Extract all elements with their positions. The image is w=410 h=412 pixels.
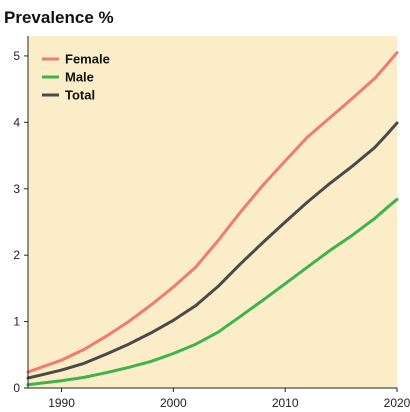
legend-label-total: Total	[65, 88, 95, 103]
y-tick-label: 4	[13, 115, 20, 129]
y-tick-label: 2	[13, 248, 20, 262]
series-line-male	[26, 197, 399, 387]
plot-background	[28, 36, 397, 388]
y-tick-label: 5	[13, 49, 20, 63]
x-tick-label: 2010	[272, 396, 299, 410]
axes-layer: 0 1 2 3 4 5 1990 2000 2010 2020	[13, 36, 410, 410]
chart-title: Prevalence %	[4, 8, 114, 27]
y-tick-label: 1	[13, 315, 20, 329]
x-tick-label: 2020	[384, 396, 410, 410]
legend: Female Male Total	[42, 52, 110, 103]
series-layer	[26, 51, 399, 387]
y-tick-label: 0	[13, 381, 20, 395]
legend-label-female: Female	[65, 52, 110, 67]
legend-label-male: Male	[65, 70, 94, 85]
x-tick-label: 2000	[160, 396, 187, 410]
series-line-female	[26, 51, 399, 374]
x-tick-label: 1990	[48, 396, 75, 410]
series-line-total	[26, 121, 399, 380]
y-tick-label: 3	[13, 182, 20, 196]
